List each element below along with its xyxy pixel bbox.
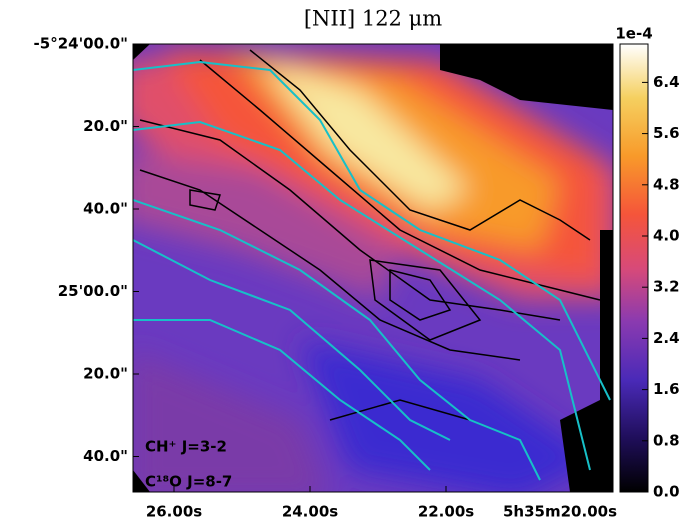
legend-entry: C¹⁸O J=8-7: [145, 473, 232, 491]
colorbar-offset: 1e-4: [615, 25, 652, 43]
colorbar-tick-label: 4.0: [653, 227, 679, 245]
y-tick-label: 20.0": [83, 365, 128, 383]
colorbar-tick-label: 6.4: [653, 73, 679, 91]
colorbar-tick-label: 3.2: [653, 278, 679, 296]
colorbar-tick-label: 0.8: [653, 431, 679, 449]
plot-frame: [132, 43, 614, 493]
colorbar-tick-label: 2.4: [653, 329, 679, 347]
colorbar-tick-label: 4.8: [653, 175, 679, 193]
colorbar-tick-label: 5.6: [653, 124, 679, 142]
x-tick-label: 22.00s: [418, 503, 474, 521]
y-tick-label: 20.0": [83, 117, 128, 135]
y-tick-label: 40.0": [83, 200, 128, 218]
colorbar-tick-label: 0.0: [653, 483, 679, 501]
intensity-map: [133, 44, 613, 492]
y-tick-label: 25'00.0": [58, 282, 128, 300]
chart-title: [NII] 122 μm: [304, 7, 442, 31]
y-tick-label: 40.0": [83, 447, 128, 465]
legend-entry: CH⁺ J=3-2: [145, 438, 227, 456]
x-tick-label: 26.00s: [146, 503, 202, 521]
colorbar: [619, 43, 649, 493]
x-tick-label: 24.00s: [282, 503, 338, 521]
x-tick-label: 5h35m20.00s: [503, 503, 617, 521]
colorbar-tick-label: 1.6: [653, 380, 679, 398]
y-tick-label: -5°24'00.0": [34, 35, 128, 53]
